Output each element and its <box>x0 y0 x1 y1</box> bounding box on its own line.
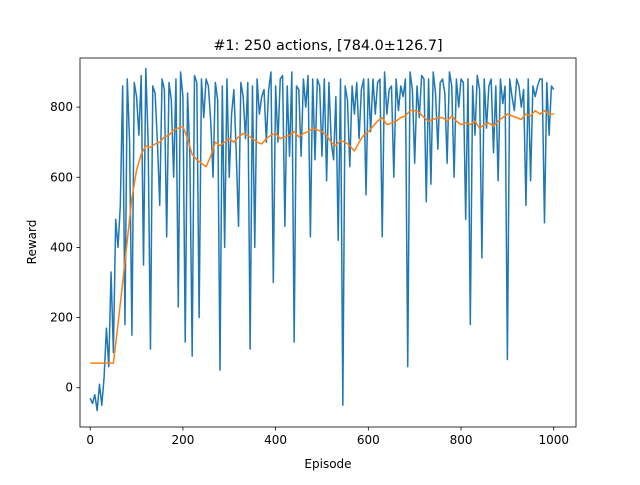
y-tick-label-3: 600 <box>50 170 73 184</box>
x-tick-label-2: 400 <box>264 433 287 447</box>
x-axis-label: Episode <box>304 457 351 471</box>
y-axis-ticks: 0 200 400 600 800 <box>50 100 80 395</box>
x-tick-label-5: 1000 <box>538 433 569 447</box>
series-line-0 <box>89 67 555 412</box>
series-line-1 <box>90 109 554 364</box>
x-tick-label-0: 0 <box>86 433 94 447</box>
x-tick-label-4: 800 <box>450 433 473 447</box>
y-tick-label-4: 800 <box>50 100 73 114</box>
chart-title: #1: 250 actions, [784.0±126.7] <box>213 38 442 54</box>
y-tick-label-2: 400 <box>50 240 73 254</box>
series-layer <box>89 67 555 412</box>
x-tick-label-3: 600 <box>357 433 380 447</box>
plot-frame <box>79 57 577 428</box>
y-tick-label-1: 200 <box>50 311 73 325</box>
x-tick-label-1: 200 <box>171 433 194 447</box>
y-tick-label-0: 0 <box>65 381 73 395</box>
x-axis-ticks: 0 200 400 600 800 1000 <box>86 427 569 447</box>
y-axis-label: Reward <box>25 220 39 265</box>
